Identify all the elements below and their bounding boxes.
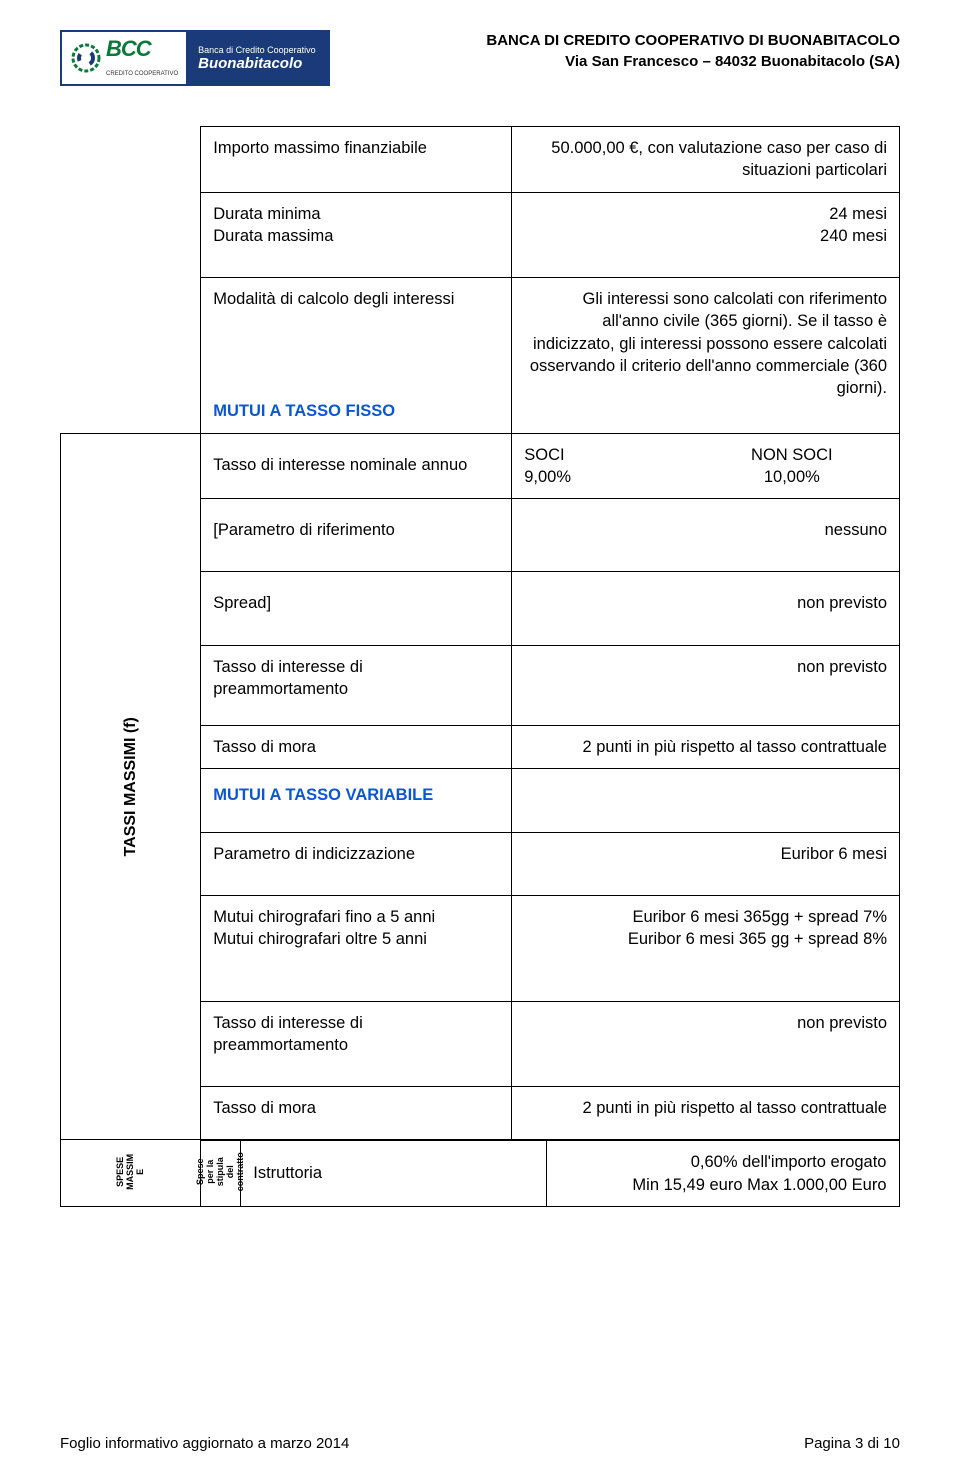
main-table: Importo massimo finanziabile 50.000,00 €…	[60, 126, 900, 1207]
logo: BCC CREDITO COOPERATIVO Banca di Credito…	[60, 30, 330, 86]
cell-istr-val: 0,60% dell'importo erogato Min 15,49 eur…	[546, 1141, 899, 1207]
chiro5p-label: Mutui chirografari oltre 5 anni	[213, 928, 499, 950]
org-line2: Via San Francesco – 84032 Buonabitacolo …	[486, 51, 900, 72]
page-footer: Foglio informativo aggiornato a marzo 20…	[60, 1435, 900, 1452]
row-istruttoria: SPESEMASSIME Speseper lastipuladelcontra…	[61, 1140, 900, 1207]
nonsoci-val: 10,00%	[751, 466, 833, 488]
logo-sub-text: CREDITO COOPERATIVO	[106, 71, 178, 77]
sidebar-spese2-label: Speseper lastipuladelcontratto	[196, 1152, 245, 1191]
logo-right: Banca di Credito Cooperativo Buonabitaco…	[186, 32, 328, 84]
cell-tasso-nom-label: Tasso di interesse nominale annuo	[201, 433, 512, 499]
modalita-label: Modalità di calcolo degli interessi	[213, 288, 499, 310]
logo-right-top: Banca di Credito Cooperativo	[198, 45, 316, 55]
sidebar-tassi-label: TASSI MASSIMI (f)	[120, 717, 142, 856]
sidebar-empty	[61, 127, 201, 193]
row-tasso-nominale: TASSI MASSIMI (f) Tasso di interesse nom…	[61, 433, 900, 499]
cell-param-idx-val: Euribor 6 mesi	[512, 832, 900, 895]
sidebar-spese1-label: SPESEMASSIME	[116, 1154, 146, 1190]
row-modalita: Modalità di calcolo degli interessi MUTU…	[61, 278, 900, 434]
cell-preamm2-label: Tasso di interesse di preammortamento	[201, 1001, 512, 1087]
bcc-circle-icon	[70, 42, 102, 74]
page-header: BCC CREDITO COOPERATIVO Banca di Credito…	[60, 30, 900, 86]
cell-preamm-label: Tasso di interesse di preammortamento	[201, 645, 512, 726]
cell-tasso-nom-val: SOCI 9,00% NON SOCI 10,00%	[512, 433, 900, 499]
durata-min-label: Durata minima	[213, 203, 499, 225]
chiro5-label: Mutui chirografari fino a 5 anni	[213, 906, 499, 928]
soci-val: 9,00%	[524, 466, 571, 488]
cell-mora-val: 2 punti in più rispetto al tasso contrat…	[512, 726, 900, 769]
sidebar-tassi: TASSI MASSIMI (f)	[61, 433, 201, 1140]
cell-mora2-val: 2 punti in più rispetto al tasso contrat…	[512, 1087, 900, 1140]
logo-left: BCC CREDITO COOPERATIVO	[62, 32, 186, 84]
nonsoci-label: NON SOCI	[751, 444, 833, 466]
sidebar-empty	[61, 192, 201, 278]
cell-importo-label: Importo massimo finanziabile	[201, 127, 512, 193]
cell-param-idx-label: Parametro di indicizzazione	[201, 832, 512, 895]
cell-chiro-val: Euribor 6 mesi 365gg + spread 7% Euribor…	[512, 895, 900, 1001]
cell-durata-val: 24 mesi 240 mesi	[512, 192, 900, 278]
fisso-heading: MUTUI A TASSO FISSO	[213, 400, 499, 422]
sidebar-spese2: Speseper lastipuladelcontratto	[201, 1141, 241, 1207]
sidebar-empty	[61, 278, 201, 434]
durata-max-label: Durata massima	[213, 225, 499, 247]
cell-modalita-label: Modalità di calcolo degli interessi MUTU…	[201, 278, 512, 434]
cell-preamm-val: non previsto	[512, 645, 900, 726]
durata-max-val: 240 mesi	[524, 225, 887, 247]
var-heading: MUTUI A TASSO VARIABILE	[213, 786, 433, 804]
row-durata: Durata minima Durata massima 24 mesi 240…	[61, 192, 900, 278]
cell-mora2-label: Tasso di mora	[201, 1087, 512, 1140]
istr-val-line2: Min 15,49 euro Max 1.000,00 Euro	[559, 1174, 887, 1196]
footer-right: Pagina 3 di 10	[804, 1435, 900, 1452]
soci-label: SOCI	[524, 444, 571, 466]
cell-param-rif-val: nessuno	[512, 499, 900, 572]
footer-left: Foglio informativo aggiornato a marzo 20…	[60, 1435, 349, 1452]
cell-istr-label: Istruttoria	[241, 1141, 546, 1207]
cell-chiro-label: Mutui chirografari fino a 5 anni Mutui c…	[201, 895, 512, 1001]
sidebar-spese1: SPESEMASSIME	[61, 1140, 201, 1207]
row-importo: Importo massimo finanziabile 50.000,00 €…	[61, 127, 900, 193]
cell-mora-label: Tasso di mora	[201, 726, 512, 769]
chiro5p-val: Euribor 6 mesi 365 gg + spread 8%	[524, 928, 887, 950]
cell-var-heading: MUTUI A TASSO VARIABILE	[201, 769, 512, 832]
cell-preamm2-val: non previsto	[512, 1001, 900, 1087]
logo-bcc-text: BCC	[106, 36, 151, 61]
cell-durata-label: Durata minima Durata massima	[201, 192, 512, 278]
istr-val-line1: 0,60% dell'importo erogato	[559, 1151, 887, 1173]
org-line1: BANCA DI CREDITO COOPERATIVO DI BUONABIT…	[486, 30, 900, 51]
cell-var-heading-val	[512, 769, 900, 832]
durata-min-val: 24 mesi	[524, 203, 887, 225]
cell-spread-label: Spread]	[201, 572, 512, 645]
cell-modalita-val: Gli interessi sono calcolati con riferim…	[512, 278, 900, 434]
header-org: BANCA DI CREDITO COOPERATIVO DI BUONABIT…	[486, 30, 900, 72]
logo-right-bottom: Buonabitacolo	[198, 55, 316, 72]
chiro5-val: Euribor 6 mesi 365gg + spread 7%	[524, 906, 887, 928]
cell-importo-val: 50.000,00 €, con valutazione caso per ca…	[512, 127, 900, 193]
cell-spread-val: non previsto	[512, 572, 900, 645]
cell-param-rif-label: [Parametro di riferimento	[201, 499, 512, 572]
